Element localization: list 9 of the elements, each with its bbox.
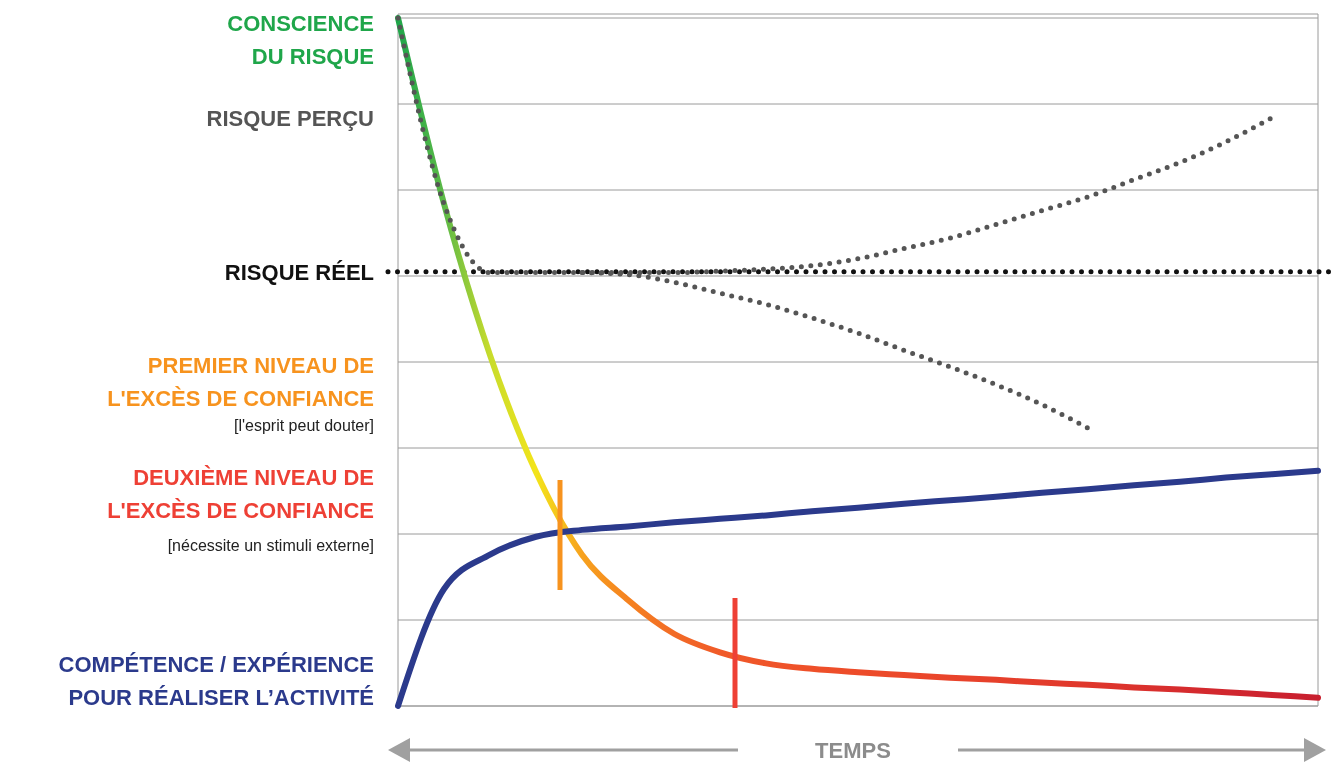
text: RISQUE RÉEL xyxy=(224,259,374,285)
text: COMPÉTENCE / EXPÉRIENCE POUR RÉALISER L’ACTIVITÉ xyxy=(58,651,374,709)
x-axis-title: TEMPS xyxy=(815,737,891,763)
text: CONSCIENCE DU RISQUE xyxy=(227,10,374,68)
text: RISQUE PERÇU xyxy=(206,105,374,131)
text: PREMIER NIVEAU DE L'EXCÈS DE CONFIANCE xyxy=(107,352,374,410)
text: [l'esprit peut douter] xyxy=(233,416,374,434)
text: [nécessite un stimuli externe] xyxy=(167,536,374,554)
text: DEUXIÈME NIVEAU DE L'EXCÈS DE CONFIANCE xyxy=(107,464,374,522)
